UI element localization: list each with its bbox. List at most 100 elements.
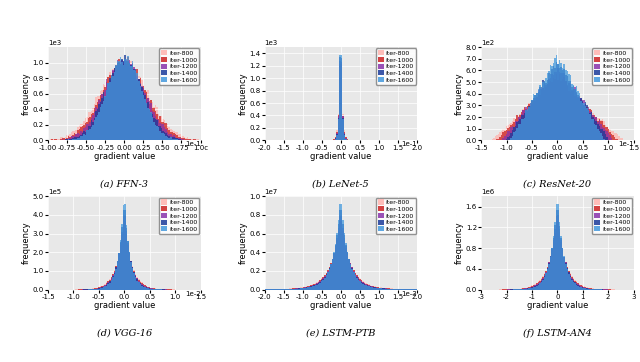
- Bar: [530, 286, 531, 290]
- Bar: [319, 281, 321, 290]
- Bar: [148, 289, 150, 290]
- Bar: [124, 67, 126, 140]
- Bar: [51, 139, 52, 140]
- Bar: [541, 280, 542, 290]
- Bar: [611, 134, 612, 140]
- Bar: [571, 279, 573, 290]
- Bar: [144, 95, 146, 140]
- Bar: [153, 289, 155, 290]
- Bar: [135, 71, 136, 140]
- Bar: [108, 77, 109, 140]
- Bar: [100, 91, 101, 140]
- Bar: [333, 139, 335, 140]
- Bar: [602, 127, 603, 140]
- Bar: [321, 280, 323, 290]
- Bar: [127, 56, 129, 140]
- Bar: [534, 94, 536, 140]
- Bar: [579, 93, 580, 140]
- Bar: [568, 272, 570, 290]
- Bar: [133, 67, 135, 140]
- Bar: [396, 289, 397, 290]
- Bar: [314, 284, 315, 290]
- Bar: [138, 280, 140, 290]
- Bar: [146, 103, 147, 140]
- Bar: [591, 289, 593, 290]
- Bar: [579, 98, 580, 140]
- Bar: [565, 262, 566, 290]
- Bar: [163, 289, 164, 290]
- Bar: [67, 135, 68, 140]
- Bar: [568, 271, 570, 290]
- Bar: [312, 285, 314, 290]
- Bar: [507, 128, 509, 140]
- Bar: [135, 71, 136, 140]
- Bar: [406, 289, 408, 290]
- Bar: [340, 62, 342, 140]
- Bar: [308, 287, 310, 290]
- Bar: [536, 285, 538, 290]
- Bar: [534, 286, 536, 290]
- Bar: [585, 287, 586, 290]
- Bar: [287, 289, 289, 290]
- Bar: [294, 289, 295, 290]
- Bar: [538, 89, 539, 140]
- Bar: [539, 87, 541, 140]
- Bar: [562, 250, 563, 290]
- Bar: [306, 287, 307, 290]
- Bar: [542, 88, 543, 140]
- Bar: [113, 68, 115, 140]
- Bar: [371, 287, 373, 290]
- Bar: [355, 273, 356, 290]
- Bar: [121, 224, 123, 290]
- Bar: [612, 135, 614, 140]
- Bar: [338, 118, 339, 140]
- Bar: [303, 288, 304, 290]
- Bar: [342, 220, 344, 290]
- Bar: [566, 268, 568, 290]
- Bar: [93, 289, 95, 290]
- Bar: [588, 107, 589, 140]
- Bar: [533, 285, 534, 290]
- Bar: [347, 139, 348, 140]
- Bar: [118, 65, 120, 140]
- Bar: [557, 226, 559, 290]
- Bar: [127, 61, 129, 140]
- Bar: [158, 127, 159, 140]
- Bar: [315, 285, 316, 290]
- Bar: [563, 73, 565, 140]
- Bar: [588, 289, 589, 290]
- Bar: [292, 289, 294, 290]
- Bar: [118, 65, 120, 140]
- Bar: [521, 289, 522, 290]
- Bar: [542, 278, 543, 290]
- Bar: [158, 126, 159, 140]
- Bar: [316, 285, 318, 290]
- Bar: [561, 236, 562, 290]
- Bar: [497, 139, 498, 140]
- Bar: [359, 279, 360, 290]
- Bar: [338, 114, 339, 140]
- Bar: [84, 135, 86, 140]
- Bar: [385, 289, 387, 290]
- Bar: [501, 131, 502, 140]
- Bar: [525, 110, 527, 140]
- Bar: [543, 274, 545, 290]
- Bar: [529, 104, 530, 140]
- Bar: [269, 289, 271, 290]
- Bar: [603, 128, 605, 140]
- Bar: [100, 101, 101, 140]
- Bar: [554, 236, 556, 290]
- Bar: [568, 270, 570, 290]
- Bar: [347, 254, 348, 290]
- Bar: [597, 289, 598, 290]
- Bar: [111, 281, 112, 290]
- Text: (f) LSTM-AN4: (f) LSTM-AN4: [523, 329, 592, 338]
- Bar: [338, 116, 339, 140]
- Bar: [536, 283, 538, 290]
- Bar: [97, 289, 99, 290]
- Bar: [155, 289, 156, 290]
- Bar: [509, 131, 510, 140]
- Legend: iter-800, iter-1000, iter-1200, iter-1400, iter-1600: iter-800, iter-1000, iter-1200, iter-140…: [592, 48, 632, 85]
- Bar: [300, 288, 301, 290]
- Bar: [342, 115, 344, 140]
